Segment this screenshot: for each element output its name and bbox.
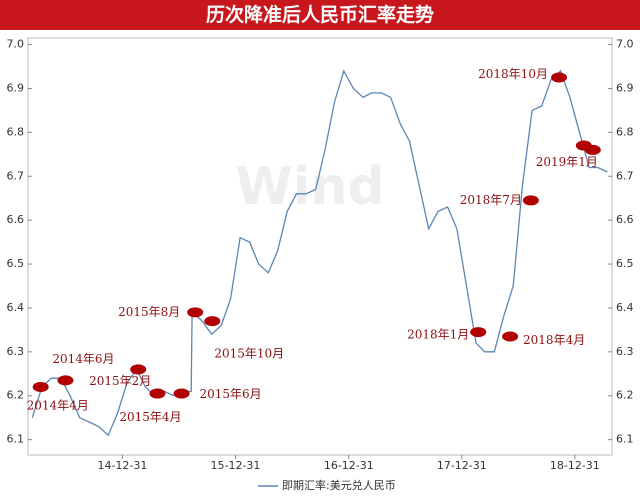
- y-tick-label: 6.9: [7, 81, 25, 94]
- x-tick-label: 14-12-31: [97, 459, 147, 472]
- event-marker: [187, 307, 204, 318]
- annotation-label: 2019年1月: [536, 155, 598, 169]
- y2-tick-label: 6.5: [616, 257, 634, 270]
- y2-tick-label: 6.4: [616, 301, 634, 314]
- y-tick-label: 6.7: [7, 169, 25, 182]
- annotation-label: 2014年6月: [52, 352, 114, 366]
- chart-title: 历次降准后人民币汇率走势: [206, 3, 434, 26]
- event-marker: [204, 316, 221, 327]
- y2-tick-label: 6.7: [616, 169, 634, 182]
- y2-tick-label: 6.1: [616, 433, 634, 446]
- plot-frame: [27, 37, 613, 456]
- y-tick-label: 7.0: [7, 38, 25, 51]
- event-marker: [522, 195, 539, 206]
- y-tick-label: 6.2: [7, 389, 25, 402]
- y-tick-label: 6.5: [7, 257, 25, 270]
- y2-tick-label: 6.6: [616, 213, 634, 226]
- x-tick-label: 16-12-31: [324, 459, 374, 472]
- x-tick-label: 18-12-31: [550, 459, 600, 472]
- annotation-label: 2015年10月: [214, 347, 284, 361]
- y-tick-label: 6.8: [7, 125, 25, 138]
- annotation-label: 2018年10月: [478, 67, 548, 81]
- annotation-label: 2015年6月: [199, 387, 261, 401]
- series-line: [31, 69, 608, 437]
- annotation-label: 2018年4月: [523, 333, 585, 347]
- x-tick-label: 17-12-31: [437, 459, 487, 472]
- annotation-label: 2015年8月: [118, 305, 180, 319]
- y2-tick-label: 7.0: [616, 38, 634, 51]
- watermark: Wind: [235, 157, 384, 217]
- event-marker: [470, 327, 487, 338]
- title-bar: [0, 0, 640, 30]
- y2-tick-label: 6.2: [616, 389, 634, 402]
- event-marker: [130, 364, 147, 375]
- event-marker: [584, 144, 601, 155]
- y-tick-label: 6.1: [7, 433, 25, 446]
- annotation-label: 2015年4月: [119, 410, 181, 424]
- annotation-label: 2015年2月: [89, 374, 151, 388]
- event-marker: [32, 381, 49, 392]
- annotation-label: 2018年1月: [407, 328, 469, 342]
- event-marker: [149, 388, 166, 399]
- x-tick-label: 15-12-31: [210, 459, 260, 472]
- legend-label: 即期汇率:美元兑人民币: [282, 478, 396, 492]
- annotation-label: 2018年7月: [460, 193, 522, 207]
- y2-tick-label: 6.9: [616, 81, 634, 94]
- y2-tick-label: 6.8: [616, 125, 634, 138]
- event-marker: [551, 72, 568, 83]
- y2-tick-label: 6.3: [616, 345, 634, 358]
- event-marker: [502, 331, 519, 342]
- y-tick-label: 6.4: [7, 301, 25, 314]
- annotation-label: 2014年4月: [27, 398, 89, 412]
- event-marker: [57, 375, 74, 386]
- y-tick-label: 6.3: [7, 345, 25, 358]
- event-marker: [173, 388, 190, 399]
- y-tick-label: 6.6: [7, 213, 25, 226]
